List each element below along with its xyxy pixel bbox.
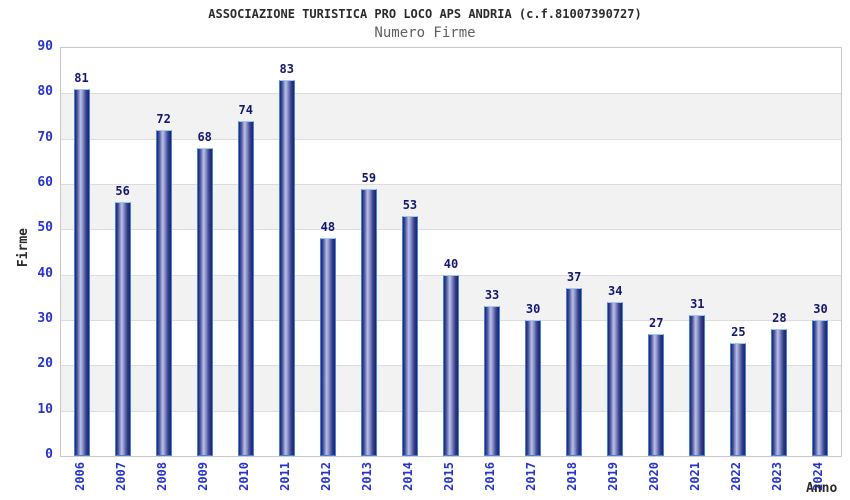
bar-2022 [730, 342, 747, 456]
bar-value-label: 40 [443, 256, 459, 271]
y-tick-label: 40 [37, 265, 53, 281]
y-tick-label: 60 [37, 175, 53, 190]
x-tick-label-2008: 2008 [154, 462, 169, 491]
x-axis-label: Anno [806, 481, 838, 496]
bar-value-label: 30 [525, 302, 541, 316]
bar-2015 [443, 274, 459, 456]
y-tick-label: 90 [37, 39, 53, 54]
bar-value-label: 37 [566, 270, 582, 285]
bar-2017 [525, 320, 542, 456]
x-tick-label-2016: 2016 [483, 462, 498, 491]
bar-value-label: 48 [320, 220, 336, 235]
x-tick-label-2020: 2020 [647, 462, 662, 491]
gridline [61, 229, 841, 231]
bar-2016 [484, 306, 501, 456]
plot-area: 81 56 72 68 74 83 48 59 53 40 33 30 37 34 27 31 25 28 30 [60, 47, 842, 457]
bar-2023 [771, 329, 788, 456]
y-tick-label: 0 [45, 447, 53, 462]
bar-value-label: 33 [484, 288, 500, 303]
background-band [61, 93, 841, 139]
bar-2009 [196, 147, 213, 456]
bar-value-label: 74 [238, 102, 253, 117]
bar-value-label: 27 [649, 315, 664, 330]
bar-value-label: 56 [115, 184, 130, 199]
y-tick-label: 70 [37, 129, 53, 145]
background-band [61, 184, 841, 230]
x-tick-label-2009: 2009 [195, 462, 210, 491]
bar-value-label: 81 [74, 70, 89, 85]
bar-2019 [607, 301, 624, 456]
y-tick-label: 30 [37, 311, 53, 326]
bar-2012 [319, 238, 336, 456]
x-tick-label-2019: 2019 [606, 462, 621, 491]
background-band [61, 229, 841, 275]
bar-value-label: 34 [607, 283, 623, 298]
y-tick-label: 80 [37, 84, 53, 100]
bar-2024 [812, 320, 829, 456]
x-tick-label-2010: 2010 [236, 462, 251, 491]
x-tick-label-2013: 2013 [359, 462, 374, 491]
bar-2006 [73, 88, 90, 456]
bar-value-label: 53 [402, 197, 418, 212]
y-tick-label: 10 [37, 401, 53, 417]
y-tick-label: 50 [37, 220, 53, 236]
background-band [61, 48, 841, 94]
bar-2010 [237, 120, 254, 456]
bar-2007 [114, 202, 131, 456]
x-tick-label-2006: 2006 [72, 462, 87, 491]
bar-2014 [401, 215, 418, 456]
x-tick-label-2022: 2022 [729, 462, 744, 491]
bar-value-label: 28 [772, 311, 787, 326]
bar-2020 [648, 333, 665, 456]
gridline [61, 138, 841, 140]
y-tick-label: 20 [37, 356, 53, 372]
x-tick-label-2017: 2017 [524, 462, 539, 491]
chart-subtitle: Numero Firme [374, 25, 476, 41]
x-tick-label-2011: 2011 [277, 462, 292, 491]
chart-title: ASSOCIAZIONE TURISTICA PRO LOCO APS ANDR… [208, 7, 642, 21]
background-band [61, 138, 841, 184]
bar-2008 [155, 129, 172, 456]
gridline [61, 93, 841, 95]
bar-value-label: 30 [813, 302, 828, 316]
bar-value-label: 83 [279, 61, 295, 76]
bar-value-label: 72 [156, 111, 171, 126]
bar-2011 [278, 79, 295, 456]
bar-2018 [566, 288, 583, 456]
bar-2013 [360, 188, 377, 456]
bar-value-label: 68 [197, 129, 212, 144]
x-tick-label-2012: 2012 [318, 462, 333, 491]
x-tick-label-2023: 2023 [770, 462, 785, 491]
bar-value-label: 31 [690, 297, 705, 312]
gridline [61, 184, 841, 185]
x-tick-label-2015: 2015 [442, 462, 456, 491]
bar-value-label: 59 [361, 170, 377, 185]
x-tick-label-2007: 2007 [113, 462, 128, 491]
x-tick-label-2014: 2014 [400, 462, 415, 491]
x-tick-label-2018: 2018 [565, 462, 580, 491]
x-tick-label-2021: 2021 [688, 462, 703, 491]
bar-2021 [689, 315, 706, 456]
bar-value-label: 25 [731, 324, 746, 339]
